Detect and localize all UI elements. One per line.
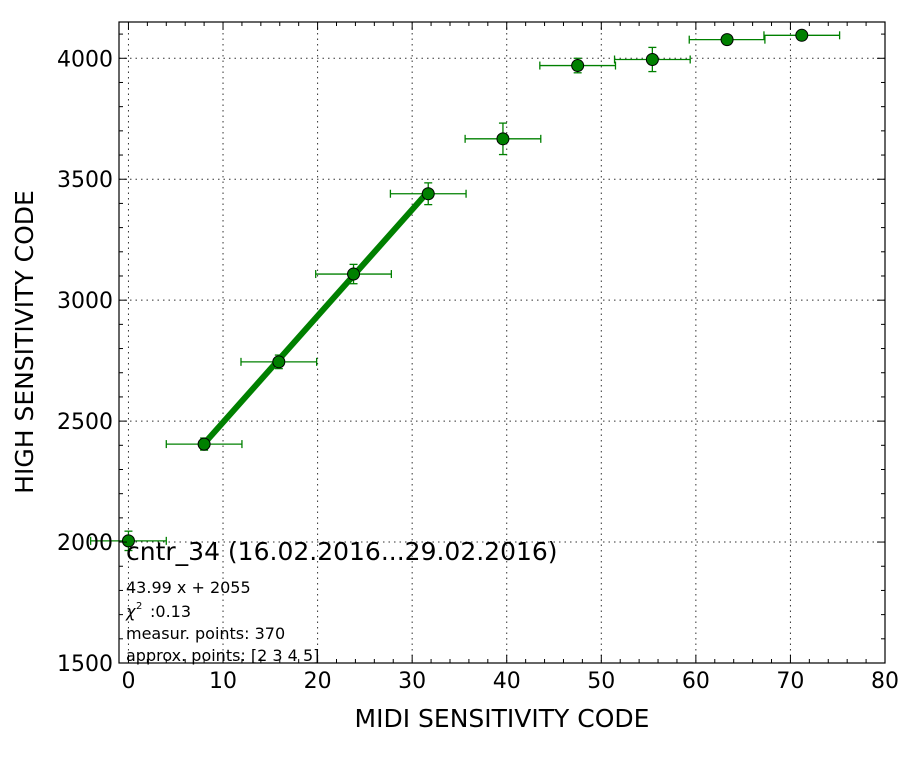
data-marker bbox=[496, 132, 510, 146]
data-point-9 bbox=[763, 28, 841, 42]
grid-lines bbox=[119, 22, 886, 664]
data-marker bbox=[795, 28, 809, 42]
data-point-1 bbox=[165, 437, 243, 451]
y-tick-labels: 1500 2000 2500 3000 3500 4000 bbox=[57, 47, 113, 677]
fit-line bbox=[201, 189, 431, 446]
annotation-approx-points: approx. points: [2 3 4 5] bbox=[126, 646, 319, 665]
chi-superscript: 2 bbox=[136, 601, 142, 612]
data-points-group bbox=[89, 28, 841, 552]
data-point-7 bbox=[613, 46, 691, 73]
data-marker bbox=[121, 534, 135, 548]
y-tick-label: 2000 bbox=[57, 531, 113, 556]
data-marker bbox=[720, 33, 734, 47]
x-tick-label: 30 bbox=[398, 669, 426, 694]
data-marker bbox=[197, 437, 211, 451]
y-tick-label: 4000 bbox=[57, 47, 113, 72]
annotation-measur-points: measur. points: 370 bbox=[126, 624, 285, 643]
data-marker bbox=[571, 59, 585, 73]
annotation-chi2: χ 2 :0.13 bbox=[125, 601, 191, 621]
annotation-title: cntr_34 (16.02.2016...29.02.2016) bbox=[126, 537, 558, 566]
data-point-5 bbox=[464, 122, 542, 156]
x-tick-label: 70 bbox=[776, 669, 804, 694]
x-tick-label: 0 bbox=[121, 669, 135, 694]
data-point-0 bbox=[89, 530, 167, 552]
chi2-value: :0.13 bbox=[150, 602, 191, 621]
annotation-equation: 43.99 x + 2055 bbox=[126, 578, 251, 597]
x-tick-labels: 0 10 20 30 40 50 60 70 80 bbox=[121, 669, 899, 694]
chi-symbol: χ bbox=[125, 602, 136, 621]
data-point-3 bbox=[315, 263, 393, 285]
x-tick-label: 10 bbox=[209, 669, 237, 694]
data-point-8 bbox=[688, 33, 766, 47]
data-marker bbox=[645, 52, 659, 66]
y-tick-label: 1500 bbox=[57, 652, 113, 677]
x-tick-label: 20 bbox=[304, 669, 332, 694]
y-axis-title: HIGH SENSITIVITY CODE bbox=[10, 190, 39, 494]
fit-line-group bbox=[201, 189, 431, 446]
data-marker bbox=[347, 267, 361, 281]
x-tick-label: 60 bbox=[682, 669, 710, 694]
x-tick-label: 80 bbox=[871, 669, 899, 694]
y-tick-label: 2500 bbox=[57, 410, 113, 435]
data-point-6 bbox=[539, 57, 617, 74]
x-tick-label: 50 bbox=[587, 669, 615, 694]
plot-frame bbox=[118, 21, 886, 664]
data-point-2 bbox=[240, 354, 318, 370]
y-tick-label: 3500 bbox=[57, 168, 113, 193]
data-marker bbox=[272, 355, 286, 369]
y-tick-label: 3000 bbox=[57, 289, 113, 314]
data-point-4 bbox=[389, 182, 467, 206]
x-axis-title: MIDI SENSITIVITY CODE bbox=[355, 704, 650, 733]
axis-ticks bbox=[119, 22, 886, 664]
x-tick-label: 40 bbox=[493, 669, 521, 694]
data-marker bbox=[421, 187, 435, 201]
